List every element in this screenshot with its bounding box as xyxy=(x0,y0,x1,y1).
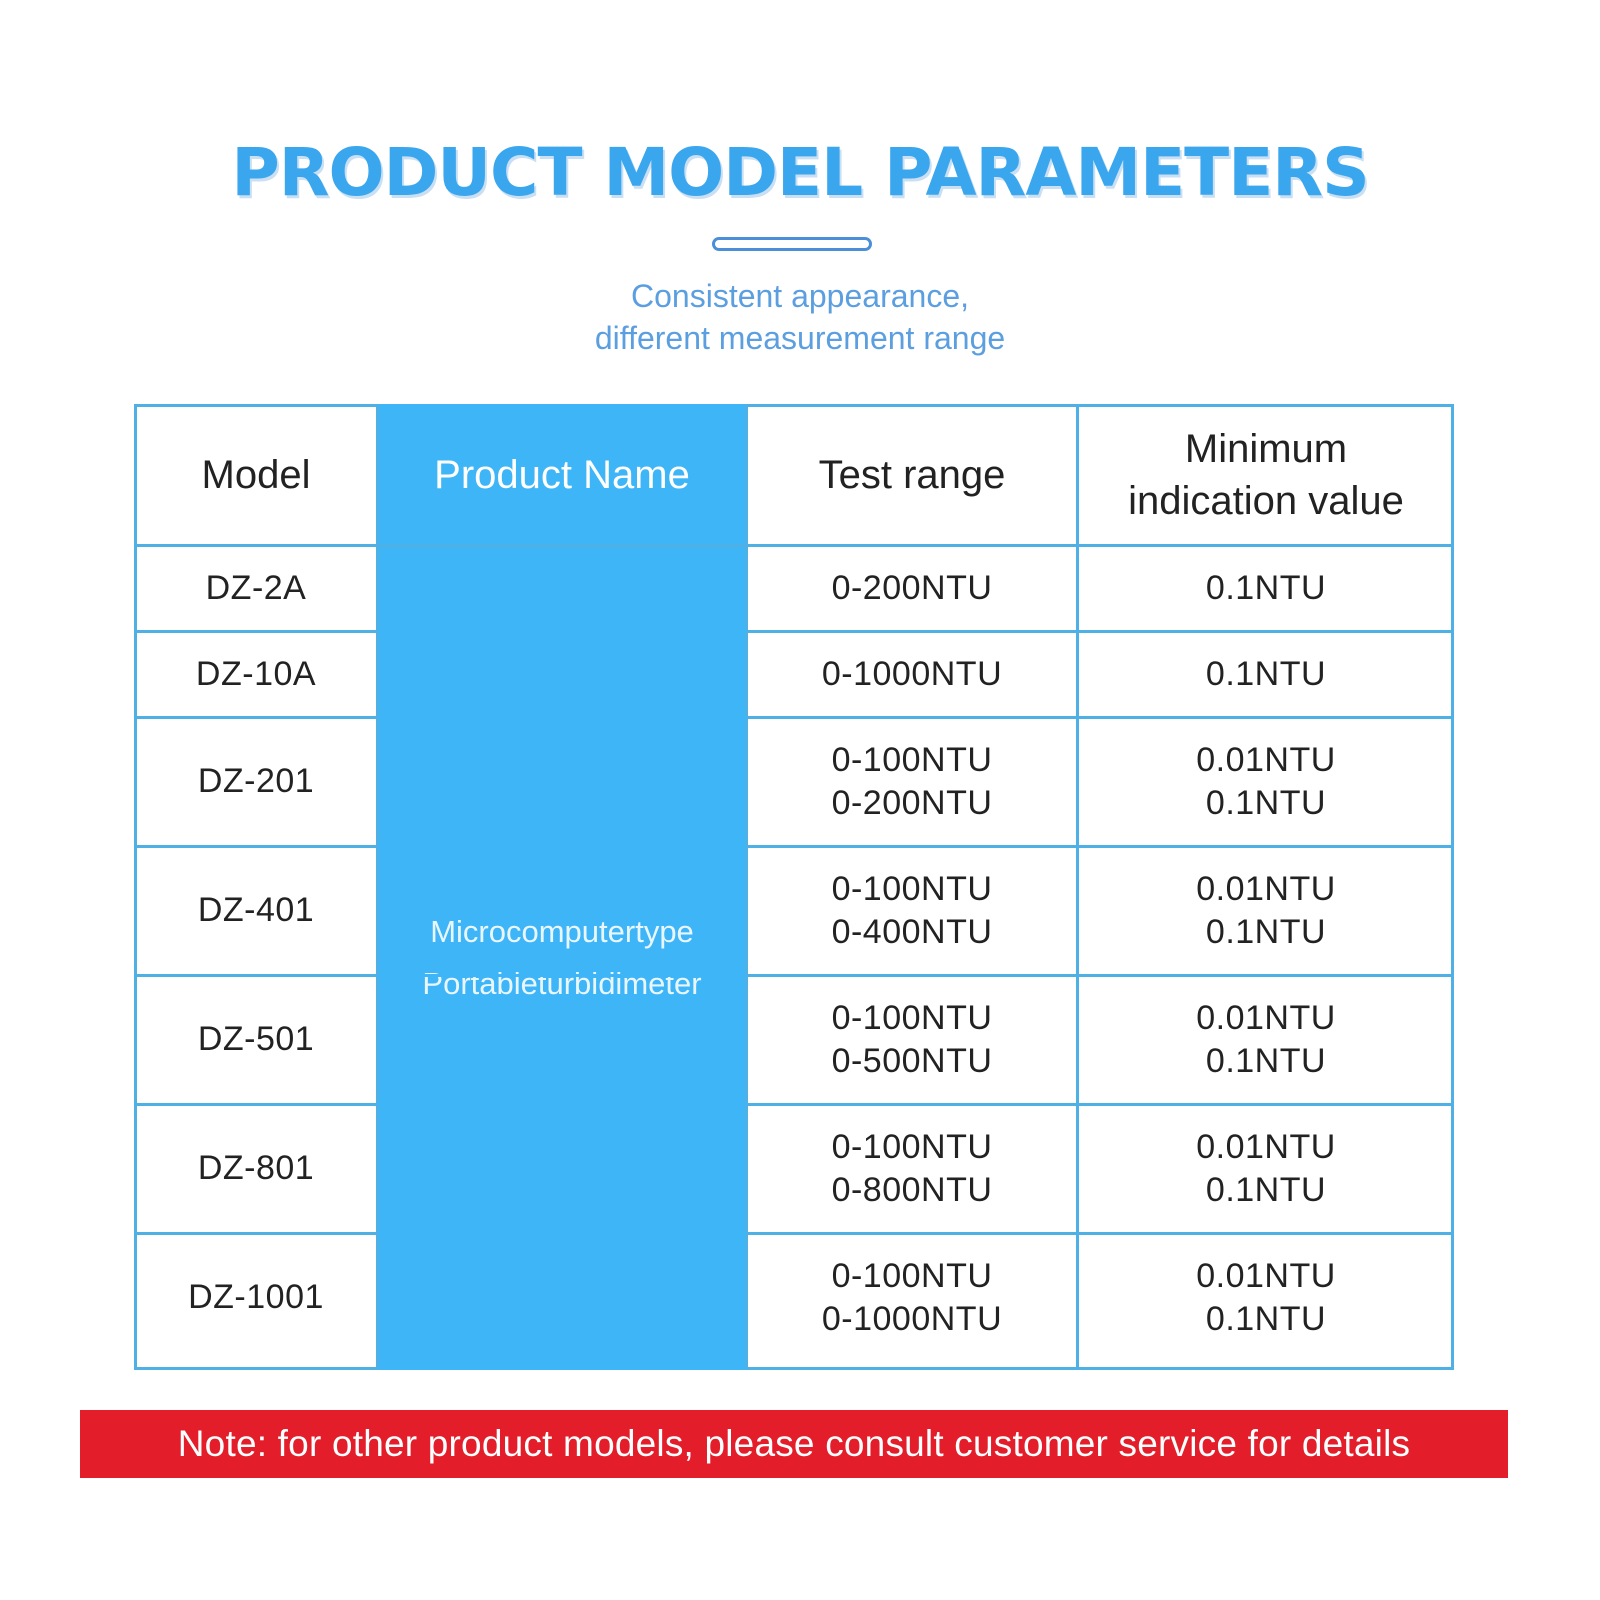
minimum-indication-cell: 0.1NTU xyxy=(1078,545,1454,631)
model-label: DZ-2A xyxy=(205,568,307,607)
grid-vline-2 xyxy=(745,404,748,1370)
minimum-indication-cell: 0.01NTU 0.1NTU xyxy=(1078,1233,1454,1362)
product-column-mask xyxy=(378,716,746,719)
grid-line-header xyxy=(134,544,1454,547)
note-text: Note: for other product models, please c… xyxy=(177,1423,1411,1464)
grid-line-row xyxy=(134,845,1454,848)
page-title: PRODUCT MODEL PARAMETERS xyxy=(231,134,1369,211)
grid-line-row xyxy=(134,1232,1454,1235)
model-label: DZ-201 xyxy=(197,762,315,800)
header-model-label: Model xyxy=(201,452,311,497)
grid-line-row xyxy=(134,1103,1454,1106)
minimum-indication-value: 0.01NTU xyxy=(1196,1127,1336,1166)
test-range-cell: 0-100NTU 0-200NTU xyxy=(746,717,1078,846)
minimum-indication-value: 0.1NTU xyxy=(1205,1170,1327,1209)
model-label: DZ-801 xyxy=(197,1149,315,1187)
minimum-indication-value: 0.1NTU xyxy=(1205,568,1327,607)
header-test-range: Test range xyxy=(746,404,1078,545)
grid-line-row xyxy=(134,630,1454,633)
model-cell: DZ-401 xyxy=(134,846,378,975)
grid-vline-3 xyxy=(1076,404,1079,1370)
test-range-value: 0-100NTU xyxy=(831,740,993,779)
subtitle-line-2: different measurement range xyxy=(594,320,1006,356)
header-minimum-line-2: indication value xyxy=(1128,478,1404,523)
title-underline-pill xyxy=(712,237,872,251)
test-range-value: 0-100NTU xyxy=(831,1256,993,1295)
model-cell: DZ-501 xyxy=(134,975,378,1104)
header-minimum-line-1: Minimum xyxy=(1184,426,1348,471)
model-label: DZ-1001 xyxy=(188,1278,324,1316)
header-product-name: Product Name xyxy=(378,404,746,545)
model-cell: DZ-201 xyxy=(134,717,378,846)
test-range-cell: 0-100NTU 0-400NTU xyxy=(746,846,1078,975)
header-model: Model xyxy=(134,404,378,545)
product-name-column xyxy=(378,404,746,1370)
test-range-value: 0-500NTU xyxy=(831,1041,993,1080)
parameters-table xyxy=(134,404,1454,1370)
minimum-indication-cell: 0.01NTU 0.1NTU xyxy=(1078,846,1454,975)
minimum-indication-value: 0.1NTU xyxy=(1205,1041,1327,1080)
test-range-cell: 0-200NTU xyxy=(746,545,1078,631)
subtitle-line-1: Consistent appearance, xyxy=(631,278,969,314)
test-range-value: 0-200NTU xyxy=(831,568,993,607)
test-range-value: 0-100NTU xyxy=(831,869,993,908)
model-cell: DZ-1001 xyxy=(134,1233,378,1362)
product-column-mask xyxy=(378,1103,746,1106)
product-column-mask xyxy=(378,845,746,848)
test-range-value: 0-100NTU xyxy=(831,998,993,1037)
test-range-cell: 0-100NTU 0-800NTU xyxy=(746,1104,1078,1233)
model-cell: DZ-10A xyxy=(134,631,378,717)
minimum-indication-value: 0.01NTU xyxy=(1196,1256,1336,1295)
product-name-cell: Microcomputertype Portableturbidimeter xyxy=(378,545,746,1370)
header-test-range-label: Test range xyxy=(818,452,1006,497)
model-label: DZ-401 xyxy=(197,891,315,929)
minimum-indication-value: 0.1NTU xyxy=(1205,783,1327,822)
model-cell: DZ-801 xyxy=(134,1104,378,1233)
grid-line-row xyxy=(134,716,1454,719)
grid-line-row xyxy=(134,974,1454,977)
minimum-indication-value: 0.1NTU xyxy=(1205,912,1327,951)
header-product-name-label: Product Name xyxy=(434,452,690,497)
header-minimum-indication: Minimum indication value xyxy=(1078,404,1454,545)
product-column-mask xyxy=(378,1232,746,1235)
test-range-cell: 0-1000NTU xyxy=(746,631,1078,717)
note-bar: Note: for other product models, please c… xyxy=(80,1410,1508,1478)
test-range-value: 0-1000NTU xyxy=(821,654,1003,693)
minimum-indication-value: 0.01NTU xyxy=(1196,998,1336,1037)
minimum-indication-cell: 0.1NTU xyxy=(1078,631,1454,717)
product-name-line-1: Microcomputertype xyxy=(430,913,694,949)
product-column-mask xyxy=(378,630,746,633)
model-label: DZ-10A xyxy=(195,654,317,693)
product-column-mask xyxy=(378,974,746,977)
model-label: DZ-501 xyxy=(197,1020,315,1058)
minimum-indication-cell: 0.01NTU 0.1NTU xyxy=(1078,975,1454,1104)
minimum-indication-value: 0.1NTU xyxy=(1205,1299,1327,1338)
test-range-value: 0-1000NTU xyxy=(821,1299,1003,1338)
test-range-value: 0-400NTU xyxy=(831,912,993,951)
test-range-cell: 0-100NTU 0-500NTU xyxy=(746,975,1078,1104)
product-name-line-2: Portableturbidimeter xyxy=(422,965,702,1001)
test-range-value: 0-800NTU xyxy=(831,1170,993,1209)
minimum-indication-value: 0.01NTU xyxy=(1196,740,1336,779)
grid-vline-1 xyxy=(376,404,379,1370)
test-range-value: 0-100NTU xyxy=(831,1127,993,1166)
minimum-indication-value: 0.1NTU xyxy=(1205,654,1327,693)
model-cell: DZ-2A xyxy=(134,545,378,631)
test-range-value: 0-200NTU xyxy=(831,783,993,822)
minimum-indication-value: 0.01NTU xyxy=(1196,869,1336,908)
minimum-indication-cell: 0.01NTU 0.1NTU xyxy=(1078,717,1454,846)
test-range-cell: 0-100NTU 0-1000NTU xyxy=(746,1233,1078,1362)
minimum-indication-cell: 0.01NTU 0.1NTU xyxy=(1078,1104,1454,1233)
